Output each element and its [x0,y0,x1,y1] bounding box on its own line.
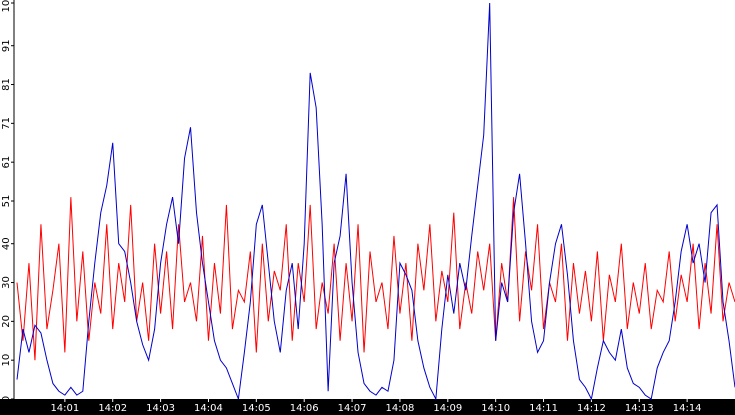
x-tick-label: 14:01 [50,403,79,414]
y-tick-label: 61 [1,156,12,169]
y-tick-label: 71 [1,117,12,130]
y-tick-label: 0 [1,396,12,402]
y-tick-label: 91 [1,39,12,52]
y-tick-label: 10 [1,354,12,367]
x-tick-label: 14:10 [481,403,510,414]
series-line [16,2,735,401]
x-tick-label: 14:09 [433,403,462,414]
x-tick-label: 14:08 [386,403,415,414]
x-tick-label: 14:03 [146,403,175,414]
x-tick-label: 14:06 [290,403,319,414]
y-tick-label: 51 [1,195,12,208]
x-tick-label: 14:12 [577,403,606,414]
y-tick-label: 81 [1,78,12,91]
x-axis-band [0,399,735,415]
y-tick-label: 102 [1,0,12,13]
x-tick-label: 14:13 [625,403,654,414]
y-tick-label: 20 [1,315,12,328]
y-tick-label: 30 [1,276,12,289]
x-tick-label: 14:14 [673,403,702,414]
x-tick-label: 14:07 [338,403,367,414]
y-tick-label: 40 [1,237,12,250]
x-tick-label: 14:02 [98,403,127,414]
x-tick-label: 14:11 [529,403,558,414]
x-tick-label: 14:05 [242,403,271,414]
x-tick-label: 14:04 [194,403,223,414]
